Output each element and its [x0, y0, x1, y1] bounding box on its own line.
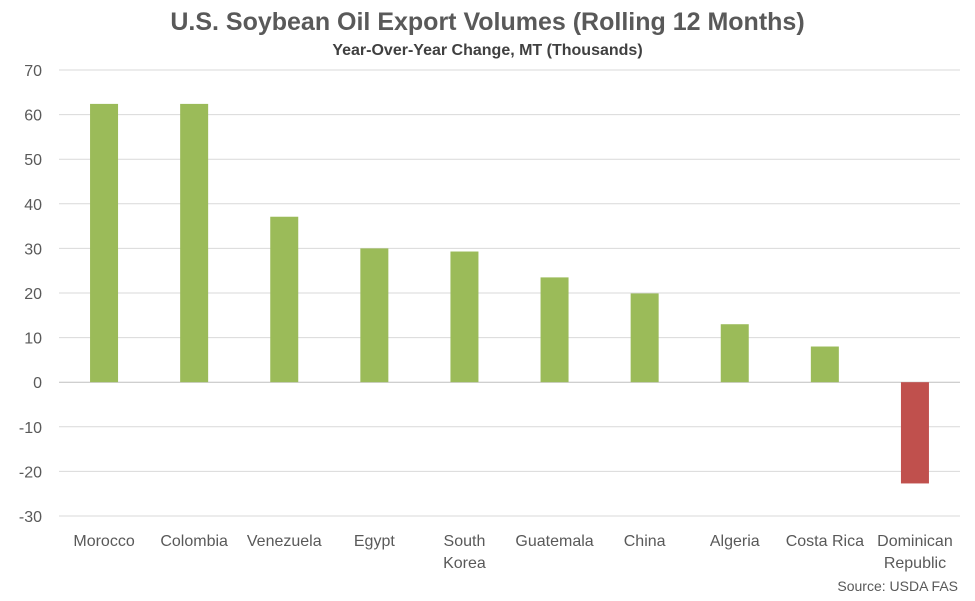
y-tick-label: 70	[24, 63, 42, 80]
bar	[900, 382, 929, 484]
y-tick-label: 10	[24, 331, 42, 348]
x-category-label: Guatemala	[515, 533, 593, 550]
x-category-label: Dominican Republic	[877, 533, 953, 572]
y-tick-label: 40	[24, 197, 42, 214]
x-category-label: China	[624, 533, 666, 550]
gridlines	[59, 69, 960, 517]
x-category-label: South Korea	[443, 533, 486, 572]
x-category-label: Costa Rica	[786, 533, 864, 550]
y-tick-label: -20	[19, 464, 42, 481]
bar	[180, 103, 209, 383]
y-tick-label: 60	[24, 108, 42, 125]
y-tick-label: 20	[24, 286, 42, 303]
x-category-label: Colombia	[160, 533, 228, 550]
bar	[90, 103, 119, 383]
x-category-label: Morocco	[73, 533, 134, 550]
bar	[270, 216, 299, 383]
chart-title: U.S. Soybean Oil Export Volumes (Rolling…	[170, 8, 805, 36]
y-tick-label: -30	[19, 509, 42, 526]
y-tick-label: 50	[24, 152, 42, 169]
bar	[720, 324, 749, 383]
y-tick-label: 0	[33, 375, 42, 392]
x-category-label: Venezuela	[247, 533, 322, 550]
y-tick-label: -10	[19, 420, 42, 437]
x-category-label: Egypt	[354, 533, 395, 550]
bar	[810, 346, 839, 383]
source-note: Source: USDA FAS	[837, 578, 958, 594]
y-axis-tick-labels: 70 60 50 40 30 20 10 0 -10 -20 -30	[19, 63, 42, 526]
y-tick-label: 30	[24, 241, 42, 258]
bar	[450, 251, 479, 383]
bar	[630, 293, 659, 383]
x-axis-category-labels: Morocco Colombia Venezuela Egypt South Korea G…	[73, 533, 952, 572]
x-category-label: Algeria	[710, 533, 760, 550]
chart-subtitle: Year-Over-Year Change, MT (Thousands)	[332, 42, 643, 59]
bar	[540, 277, 569, 383]
bar	[360, 248, 389, 383]
bars	[90, 103, 929, 484]
